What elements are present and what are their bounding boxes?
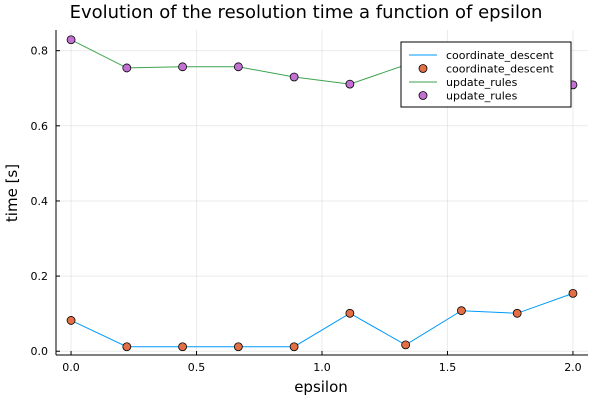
legend: coordinate_descentcoordinate_descentupda…: [400, 41, 572, 108]
data-point: [178, 342, 187, 352]
data-point: [289, 72, 299, 82]
legend-label: update_rules: [446, 90, 518, 103]
legend-label: coordinate_descent: [446, 63, 554, 76]
x-tick-label: 2.0: [564, 361, 582, 374]
legend-marker-swatch: [418, 91, 428, 100]
chart-title: Evolution of the resolution time a funct…: [70, 2, 543, 23]
y-axis-label: time [s]: [3, 164, 21, 222]
data-point: [233, 342, 243, 352]
y-tick-label: 0.0: [31, 345, 49, 358]
legend-box: [400, 41, 572, 108]
series-line: [70, 292, 574, 348]
y-tick-label: 0.2: [31, 270, 49, 283]
y-tick-label: 0.6: [31, 120, 49, 133]
data-point: [345, 308, 355, 318]
legend-label: coordinate_descent: [446, 49, 554, 62]
legend-marker-swatch: [418, 64, 428, 73]
data-point: [289, 342, 299, 352]
data-point: [401, 340, 411, 350]
x-tick-label: 1.0: [313, 361, 331, 374]
y-tick-label: 0.4: [31, 195, 49, 208]
legend-label: update_rules: [446, 76, 518, 89]
x-ticks: 0.0 0.5 1.0 1.5 2.0: [62, 351, 582, 374]
data-point: [568, 288, 578, 298]
data-point: [345, 79, 355, 89]
x-tick-label: 0.5: [188, 361, 206, 374]
y-tick-label: 0.8: [31, 45, 49, 58]
data-point: [233, 62, 243, 72]
x-tick-label: 1.5: [439, 361, 457, 374]
x-tick-label: 0.0: [62, 361, 80, 374]
y-ticks: 0.0 0.2 0.4 0.6 0.8: [31, 45, 60, 358]
data-point: [178, 62, 187, 72]
data-point: [512, 308, 522, 318]
data-point: [457, 306, 466, 316]
x-axis-label: epsilon: [294, 378, 348, 396]
data-point: [122, 63, 132, 73]
data-point: [66, 316, 76, 325]
data-point: [122, 342, 132, 352]
data-point: [66, 35, 76, 45]
